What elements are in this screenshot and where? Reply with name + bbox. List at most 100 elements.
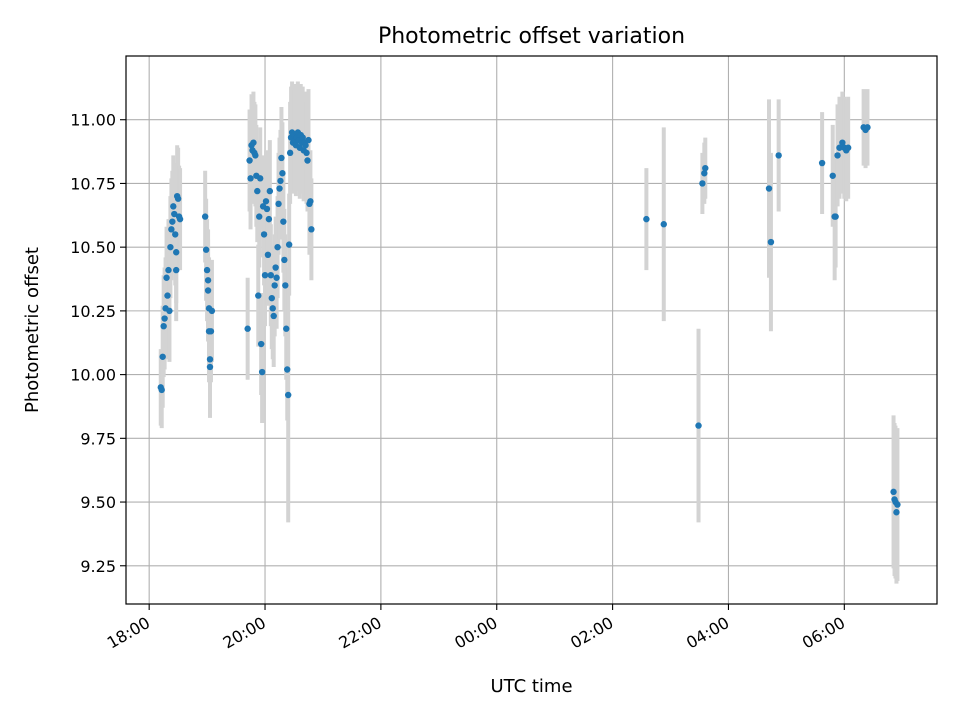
data-point (775, 152, 782, 159)
data-point (299, 134, 306, 141)
y-tick-label: 10.00 (70, 366, 116, 385)
y-tick-label: 9.25 (80, 557, 116, 576)
data-point (272, 264, 279, 271)
data-point (643, 215, 650, 223)
data-point (890, 488, 897, 496)
data-point (303, 149, 310, 157)
y-tick-label: 9.75 (80, 429, 116, 448)
data-point (204, 287, 212, 294)
data-point (261, 272, 269, 279)
data-point (701, 170, 708, 177)
y-tick-label: 10.50 (70, 238, 116, 257)
data-point (172, 231, 179, 238)
data-point (264, 251, 272, 259)
data-point (829, 172, 836, 179)
data-point (286, 149, 294, 157)
y-tick-label: 11.00 (70, 111, 116, 130)
data-point (278, 154, 285, 162)
data-point (834, 152, 841, 159)
data-point (202, 246, 210, 253)
data-point (839, 139, 846, 146)
data-point (660, 221, 667, 228)
data-point (844, 144, 852, 151)
data-point (258, 368, 266, 376)
data-point (308, 226, 315, 233)
data-point (864, 124, 871, 131)
data-point (252, 152, 259, 159)
data-point (281, 256, 288, 264)
y-tick-label: 10.25 (70, 302, 116, 321)
data-point (275, 200, 282, 208)
data-point (269, 305, 276, 312)
data-point (204, 277, 212, 284)
data-point (254, 187, 261, 195)
data-point (263, 205, 271, 213)
data-point (832, 213, 839, 220)
data-point (256, 213, 263, 220)
data-point (270, 312, 277, 320)
data-point (170, 203, 177, 210)
data-point (260, 231, 268, 238)
data-point (285, 241, 293, 248)
data-point (257, 175, 264, 182)
data-point (166, 307, 173, 315)
data-point (307, 198, 314, 205)
data-point (160, 322, 167, 330)
data-point (158, 386, 165, 394)
data-point (203, 266, 211, 274)
data-point (268, 294, 275, 302)
data-point (169, 218, 176, 225)
plot-frame (125, 55, 938, 605)
data-point (818, 159, 826, 167)
data-point (893, 509, 900, 516)
data-point (257, 340, 265, 348)
data-point (695, 422, 702, 429)
data-point (274, 243, 281, 251)
data-point (206, 356, 214, 363)
y-axis-label: Photometric offset (22, 247, 43, 413)
data-point (280, 218, 287, 225)
data-point (765, 185, 773, 192)
data-point (266, 187, 274, 195)
data-point (276, 185, 283, 192)
data-point (255, 292, 262, 299)
data-point (163, 274, 170, 281)
data-point (165, 266, 172, 274)
data-point (173, 266, 180, 274)
data-point (250, 139, 257, 146)
data-point (302, 142, 309, 149)
data-point (171, 210, 178, 218)
data-point (282, 282, 289, 289)
data-point (161, 315, 168, 322)
data-point (201, 213, 209, 220)
data-point (699, 180, 706, 187)
data-point (836, 144, 843, 151)
data-point (208, 307, 216, 315)
data-point (267, 272, 275, 279)
chart-title: Photometric offset variation (378, 24, 685, 49)
data-point (207, 328, 215, 335)
data-point (246, 157, 253, 164)
data-point (271, 282, 278, 289)
data-point (247, 175, 254, 182)
data-point (173, 249, 180, 256)
data-point (767, 238, 775, 246)
data-point-layer (157, 124, 901, 516)
data-point (283, 325, 290, 332)
data-point (167, 243, 174, 251)
data-point (262, 198, 270, 205)
data-point (168, 226, 175, 233)
y-tick-label: 10.75 (70, 174, 116, 193)
data-point (174, 195, 182, 202)
data-point (164, 292, 171, 299)
data-point (265, 215, 273, 223)
data-point (702, 164, 709, 172)
data-point (159, 353, 166, 360)
data-point (273, 274, 280, 281)
data-point (176, 215, 184, 223)
data-point (277, 177, 284, 185)
data-point (206, 363, 214, 371)
data-point (894, 501, 901, 508)
